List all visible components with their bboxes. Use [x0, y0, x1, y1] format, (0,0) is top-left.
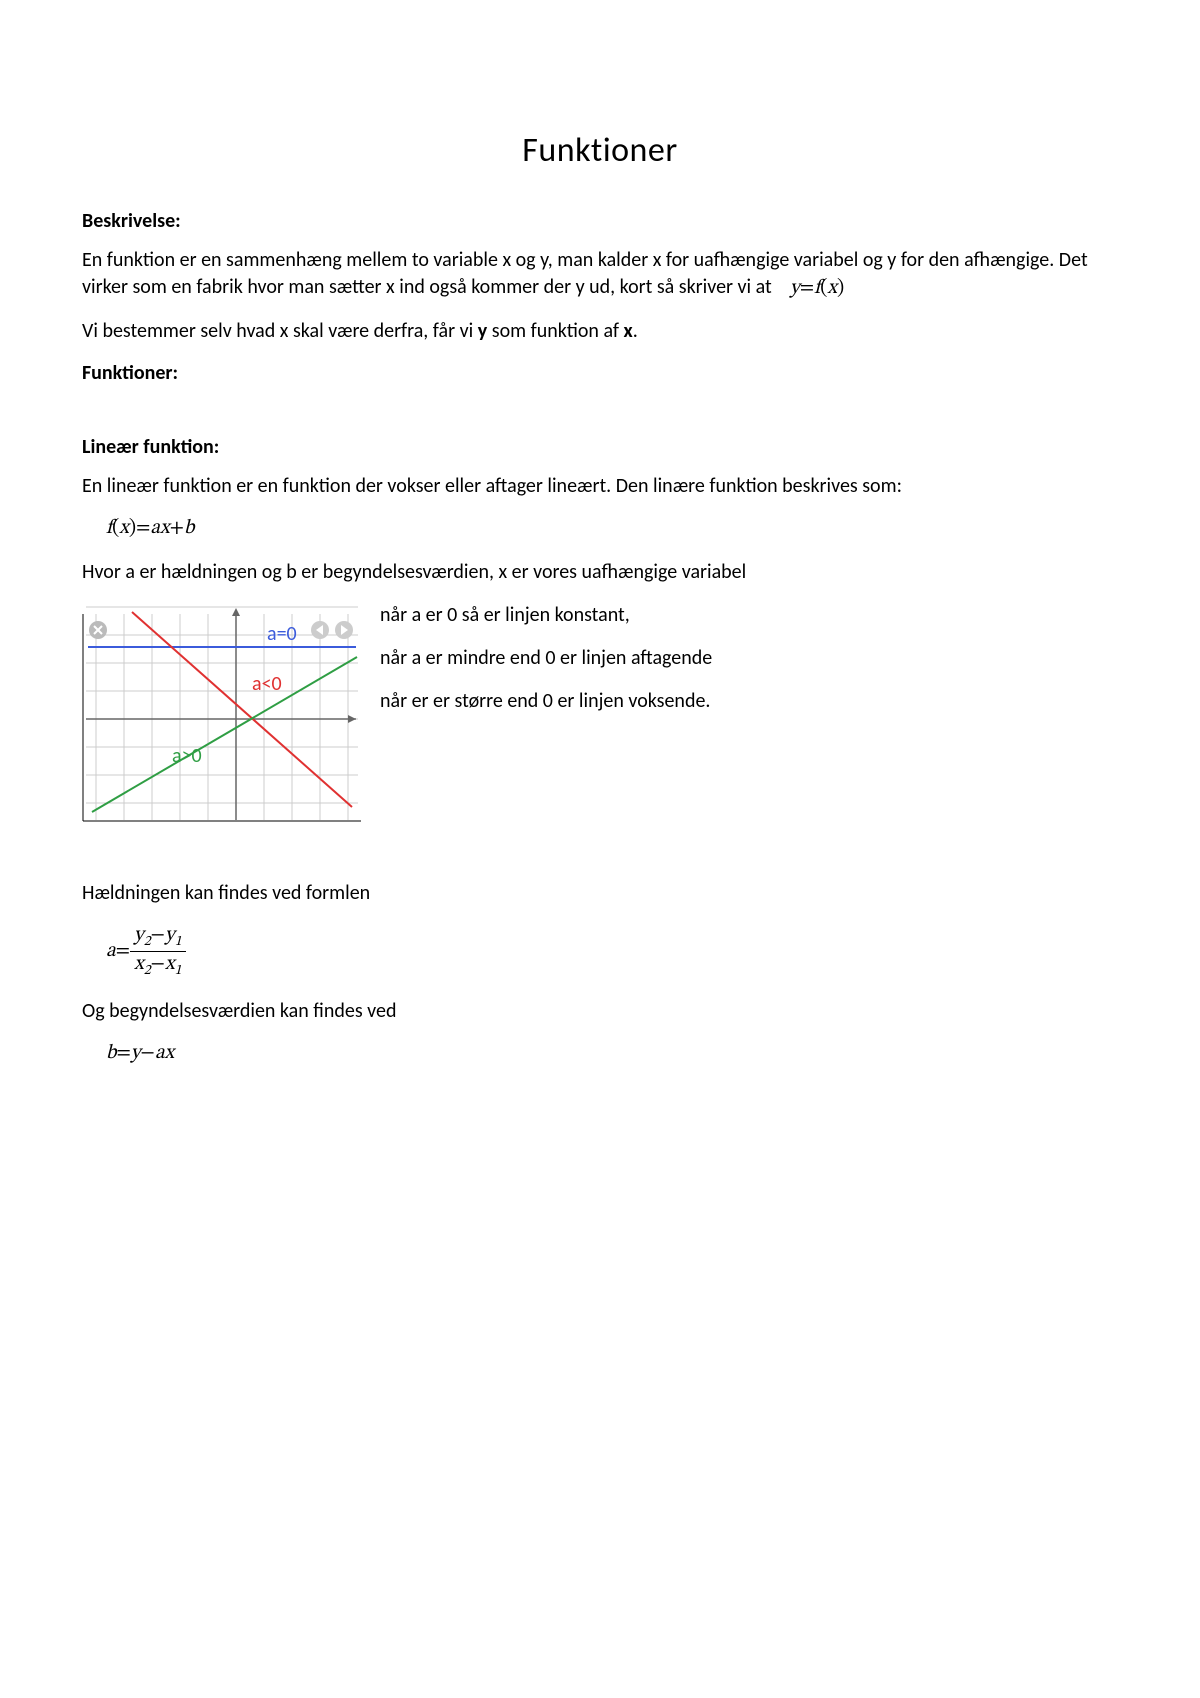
- paragraph-a-b-def: Hvor a er hældningen og b er begyndelses…: [82, 559, 1118, 586]
- fraction: y2−y1 x2−x1: [130, 923, 186, 980]
- sub-1: 1: [175, 964, 182, 978]
- op-plus: +: [170, 518, 184, 538]
- equation-slope: a= y2−y1 x2−x1: [106, 923, 1118, 980]
- var-y2: y: [134, 925, 144, 945]
- var-y: y: [131, 1043, 141, 1063]
- op-eq: =: [116, 941, 130, 961]
- equation-intercept: b=y−ax: [106, 1041, 1118, 1066]
- svg-text:a<0: a<0: [252, 672, 282, 696]
- op-eq: =: [800, 278, 814, 298]
- var-a: a: [155, 1043, 165, 1063]
- op-minus: −: [151, 925, 165, 945]
- var-a: a: [106, 941, 116, 961]
- var-x: x: [119, 518, 129, 538]
- equation-fx-axb: f(x)=ax+b: [106, 516, 1118, 541]
- var-a: a: [150, 518, 160, 538]
- var-x2: x: [134, 954, 144, 974]
- var-x: x: [827, 278, 837, 298]
- svg-text:a=0: a=0: [267, 622, 297, 646]
- linear-graph-figure: a=0 a<0 a>0: [82, 602, 362, 822]
- note-a-pos: når er er større end 0 er linjen voksend…: [380, 688, 712, 715]
- paragraph-xy: Vi bestemmer selv hvad x skal være derfr…: [82, 318, 1118, 345]
- paragraph-slope-formula: Hældningen kan findes ved formlen: [82, 880, 1118, 907]
- op-rparen: ): [837, 278, 844, 298]
- note-a-neg: når a er mindre end 0 er linjen aftagend…: [380, 645, 712, 672]
- heading-beskrivelse: Beskrivelse:: [82, 209, 1118, 233]
- var-x: x: [165, 1043, 175, 1063]
- text: .: [633, 319, 638, 343]
- paragraph-definition: En funktion er en sammenhæng mellem to v…: [82, 247, 1118, 302]
- var-x-bold: x: [624, 319, 633, 343]
- paragraph-lin-def: En lineær funktion er en funktion der vo…: [82, 473, 1118, 500]
- page-title: Funktioner: [82, 130, 1118, 171]
- heading-funktioner: Funktioner:: [82, 361, 1118, 385]
- var-y1: y: [165, 925, 175, 945]
- paragraph-intercept-formula: Og begyndelsesværdien kan findes ved: [82, 998, 1118, 1025]
- sub-2: 2: [144, 964, 151, 978]
- op-eq: =: [136, 518, 150, 538]
- var-x: x: [160, 518, 170, 538]
- svg-text:a>0: a>0: [172, 744, 202, 768]
- op-minus: −: [141, 1043, 155, 1063]
- var-b: b: [184, 518, 194, 538]
- text: Vi bestemmer selv hvad x skal være derfr…: [82, 319, 478, 343]
- note-a-zero: når a er 0 så er linjen konstant,: [380, 602, 712, 629]
- var-y: y: [790, 278, 800, 298]
- var-y-bold: y: [478, 319, 487, 343]
- graph-notes: når a er 0 så er linjen konstant, når a …: [380, 602, 712, 731]
- op-eq: =: [116, 1043, 130, 1063]
- text: som funktion af: [487, 319, 623, 343]
- sub-2: 2: [144, 935, 151, 949]
- op-rparen: ): [129, 518, 136, 538]
- heading-lineaer: Lineær funktion:: [82, 435, 1118, 459]
- sub-1: 1: [175, 935, 182, 949]
- var-b: b: [106, 1043, 116, 1063]
- text: En funktion er en sammenhæng mellem to v…: [82, 248, 1088, 299]
- var-x1: x: [165, 954, 175, 974]
- op-minus: −: [151, 954, 165, 974]
